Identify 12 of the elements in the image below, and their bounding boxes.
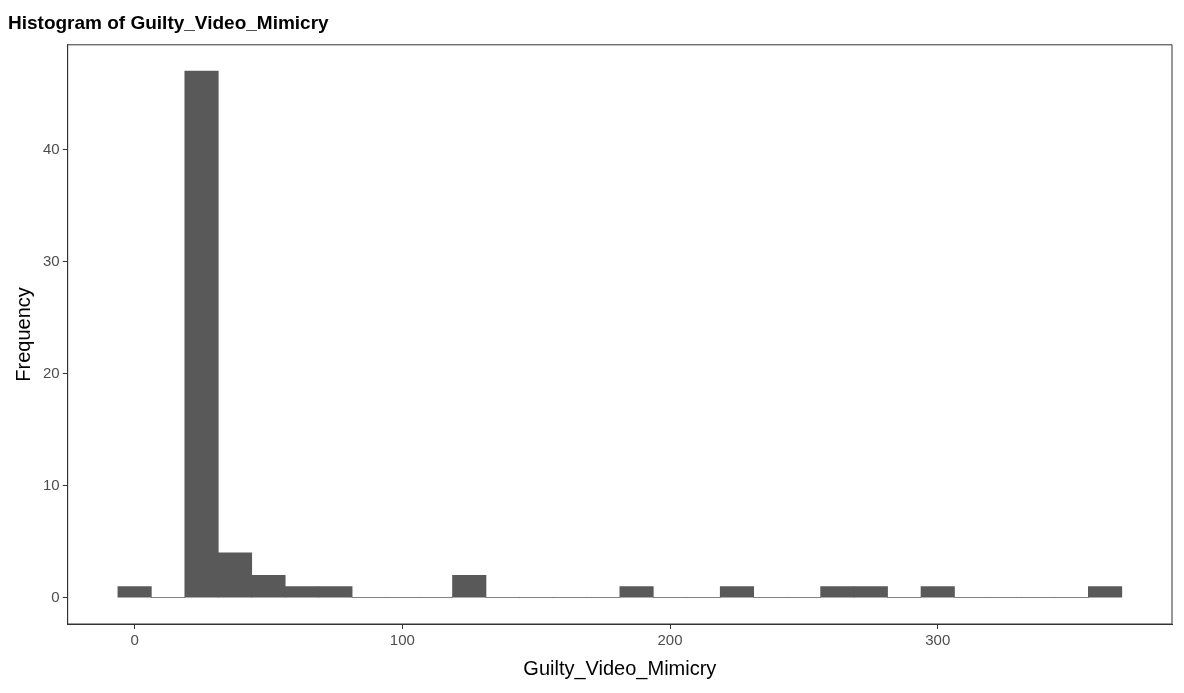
chart-title: Histogram of Guilty_Video_Mimicry: [8, 11, 330, 33]
y-tick-label: 0: [51, 587, 60, 605]
x-tick-label: 300: [925, 631, 951, 649]
x-tick-label: 200: [657, 631, 683, 649]
x-tick-label: 100: [389, 631, 415, 649]
y-tick-label: 40: [43, 139, 60, 157]
x-tick-label: 0: [130, 631, 139, 649]
y-axis-title: Frequency: [11, 287, 34, 382]
y-tick-label: 10: [43, 475, 60, 493]
x-axis-title: Guilty_Video_Mimicry: [523, 656, 717, 680]
y-tick-label: 30: [43, 251, 60, 269]
y-tick-label: 20: [43, 363, 60, 381]
